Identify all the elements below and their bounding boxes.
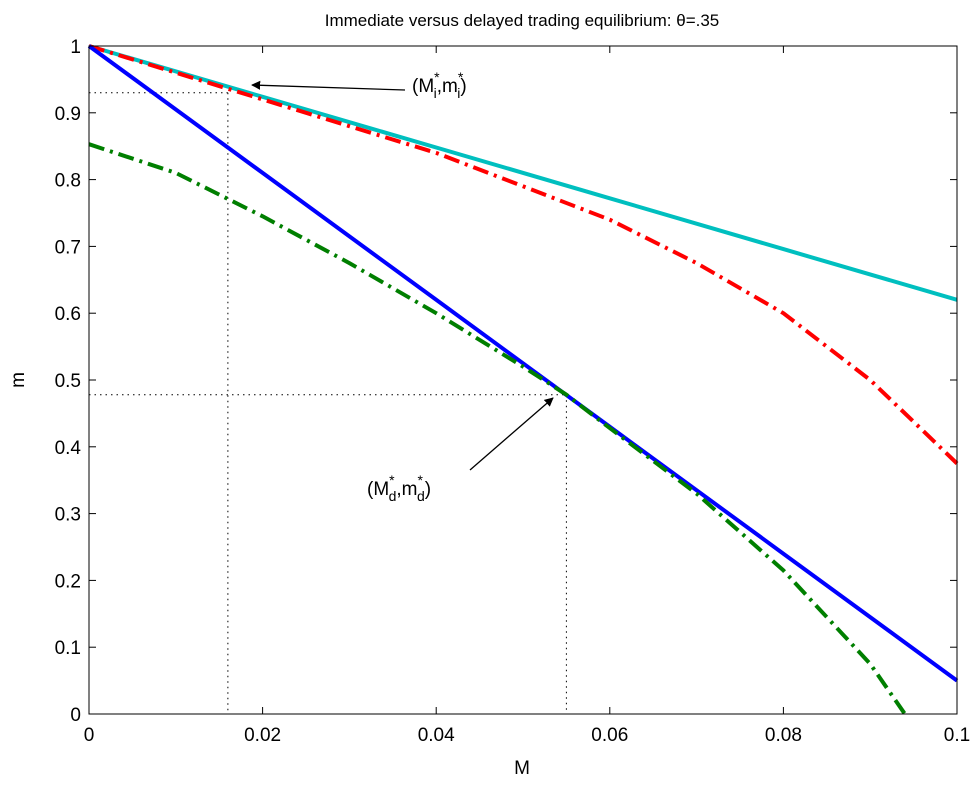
x-tick-label: 0.02 (244, 725, 281, 746)
x-axis-label: M (514, 758, 530, 779)
y-tick-label: 0.8 (55, 171, 81, 192)
y-tick-label: 1 (70, 37, 81, 58)
y-tick-label: 0.4 (55, 438, 82, 459)
x-tick-label: 0.06 (591, 725, 628, 746)
y-tick-label: 0.3 (55, 505, 81, 526)
y-tick-label: 0.5 (55, 371, 81, 392)
series-line-3 (87, 44, 959, 683)
y-axis: 0 0.1 0.2 0.3 0.4 0.5 0.6 0.7 0.8 0.9 1 (55, 37, 957, 726)
x-tick-label: 0.04 (418, 725, 455, 746)
series-layer (87, 44, 959, 716)
x-tick-label: 0.08 (765, 725, 802, 746)
x-tick-label: 0 (84, 725, 95, 746)
y-tick-label: 0.7 (55, 237, 81, 258)
guide-lines (89, 92, 567, 714)
x-axis: 0 0.02 0.04 0.06 0.08 0.1 (84, 46, 970, 746)
series-line-4 (88, 142, 907, 716)
y-tick-label: 0.9 (55, 104, 81, 125)
annotation-arrow-immediate (251, 80, 406, 91)
series-line-2 (88, 44, 959, 465)
annotation-label-immediate: (M* i,m* i) (412, 69, 467, 101)
annotation-label-delayed: (M* d,m* d) (367, 472, 431, 504)
y-tick-label: 0 (70, 705, 81, 726)
y-tick-label: 0.6 (55, 304, 81, 325)
chart-title: Immediate versus delayed trading equilib… (325, 11, 720, 30)
y-tick-label: 0.1 (55, 638, 81, 659)
plot-area-frame (88, 45, 958, 715)
annotations: (M* i,m* i) (M* d,m* d) (251, 69, 554, 504)
y-axis-label: m (8, 372, 29, 388)
y-tick-label: 0.2 (55, 571, 81, 592)
x-tick-label: 0.1 (944, 725, 970, 746)
series-line-1 (88, 44, 958, 302)
annotation-arrow-delayed (469, 397, 554, 471)
